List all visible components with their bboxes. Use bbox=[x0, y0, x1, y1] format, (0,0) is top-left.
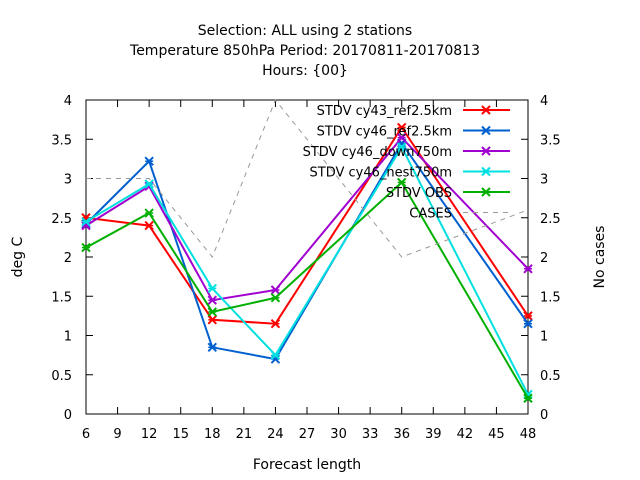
y2-tick-label: 2 bbox=[540, 251, 548, 266]
series-lines bbox=[81, 99, 533, 404]
x-tick-label: 30 bbox=[330, 427, 347, 442]
legend-label: STDV cy46_nest750m bbox=[310, 166, 452, 181]
x-tick-label: 24 bbox=[267, 427, 284, 442]
series-line-5 bbox=[86, 99, 529, 258]
data-point bbox=[81, 216, 91, 227]
data-point bbox=[397, 122, 407, 133]
legend: STDV cy43_ref2.5km STDV cy46_ref2.5km STDV… bbox=[303, 104, 510, 222]
series-line-2 bbox=[85, 136, 529, 302]
y-tick-label: 2.5 bbox=[51, 212, 72, 227]
data-point bbox=[144, 208, 154, 218]
data-point bbox=[523, 393, 533, 404]
data-point bbox=[270, 319, 281, 329]
x-tick-label: 36 bbox=[393, 427, 410, 442]
y-axis: 0 0.5 1 1.5 2 2.5 3 3.5 4 bbox=[51, 94, 93, 423]
legend-label: CASES bbox=[409, 207, 452, 222]
x-tick-label: 42 bbox=[457, 427, 474, 442]
data-point bbox=[207, 315, 217, 325]
y-tick-label: 3.5 bbox=[51, 133, 72, 148]
data-point bbox=[270, 285, 281, 295]
y-tick-label: 0 bbox=[64, 408, 72, 423]
x-tick-label: 21 bbox=[236, 427, 253, 442]
y2-tick-label: 1 bbox=[540, 330, 548, 345]
x-tick-label: 45 bbox=[488, 427, 505, 442]
data-point bbox=[144, 156, 154, 166]
legend-marker bbox=[481, 105, 491, 115]
data-point bbox=[397, 177, 407, 188]
y-axis-label: deg C bbox=[10, 236, 26, 277]
legend-label: STDV cy46_down750m bbox=[303, 145, 452, 160]
data-point bbox=[144, 179, 154, 189]
y2-tick-label: 4 bbox=[540, 94, 548, 109]
y2-axis-label: No cases bbox=[592, 226, 608, 289]
y2-tick-label: 0.5 bbox=[540, 369, 561, 384]
legend-marker bbox=[481, 187, 491, 197]
data-point bbox=[523, 264, 533, 274]
legend-label: STDV OBS bbox=[386, 186, 452, 201]
series-line-3 bbox=[85, 145, 529, 395]
data-point bbox=[144, 220, 154, 231]
legend-label: STDV cy46_ref2.5km bbox=[317, 125, 452, 140]
legend-label: STDV cy43_ref2.5km bbox=[317, 104, 452, 119]
y-tick-label: 3 bbox=[64, 173, 72, 188]
y-tick-label: 1 bbox=[64, 330, 72, 345]
title-line-1: Selection: ALL using 2 stations bbox=[198, 23, 412, 39]
legend-marker bbox=[481, 125, 491, 136]
data-point bbox=[397, 132, 407, 143]
y2-tick-label: 3 bbox=[540, 173, 548, 188]
title-line-3: Hours: {00} bbox=[262, 63, 348, 79]
x-tick-label: 48 bbox=[520, 427, 537, 442]
series-line-4 bbox=[85, 180, 529, 399]
y-tick-label: 4 bbox=[64, 94, 72, 109]
x-tick-label: 27 bbox=[299, 427, 316, 442]
x-tick-label: 33 bbox=[362, 427, 379, 442]
y-tick-label: 1.5 bbox=[51, 290, 72, 305]
data-point bbox=[270, 350, 281, 360]
title-line-2: Temperature 850hPa Period: 20170811-2017… bbox=[129, 43, 480, 59]
data-point bbox=[523, 319, 533, 329]
y2-axis: 0 0.5 1 1.5 2 2.5 3 3.5 4 bbox=[521, 94, 561, 423]
legend-marker bbox=[481, 166, 491, 177]
x-tick-label: 9 bbox=[113, 427, 121, 442]
x-axis: 6 9 12 15 18 21 24 27 30 33 36 39 42 45 48 bbox=[82, 100, 536, 442]
x-tick-label: 6 bbox=[82, 427, 90, 442]
data-point bbox=[207, 283, 217, 294]
y2-tick-label: 1.5 bbox=[540, 290, 561, 305]
y-tick-label: 2 bbox=[64, 251, 72, 266]
x-tick-label: 18 bbox=[204, 427, 221, 442]
x-tick-label: 12 bbox=[141, 427, 158, 442]
chart-title: Selection: ALL using 2 stations Temperatu… bbox=[129, 23, 480, 79]
x-axis-label: Forecast length bbox=[253, 457, 361, 473]
x-tick-label: 15 bbox=[172, 427, 189, 442]
legend-marker bbox=[481, 146, 491, 156]
series-line-1 bbox=[85, 141, 529, 361]
data-point bbox=[270, 293, 281, 303]
x-tick-label: 39 bbox=[425, 427, 442, 442]
y2-tick-label: 0 bbox=[540, 408, 548, 423]
data-point bbox=[81, 242, 91, 253]
y2-tick-label: 2.5 bbox=[540, 212, 561, 227]
data-point bbox=[207, 342, 217, 352]
data-point bbox=[207, 295, 217, 305]
data-point bbox=[397, 142, 407, 152]
y-tick-label: 0.5 bbox=[51, 369, 72, 384]
data-point bbox=[207, 307, 217, 317]
y2-tick-label: 3.5 bbox=[540, 133, 561, 148]
